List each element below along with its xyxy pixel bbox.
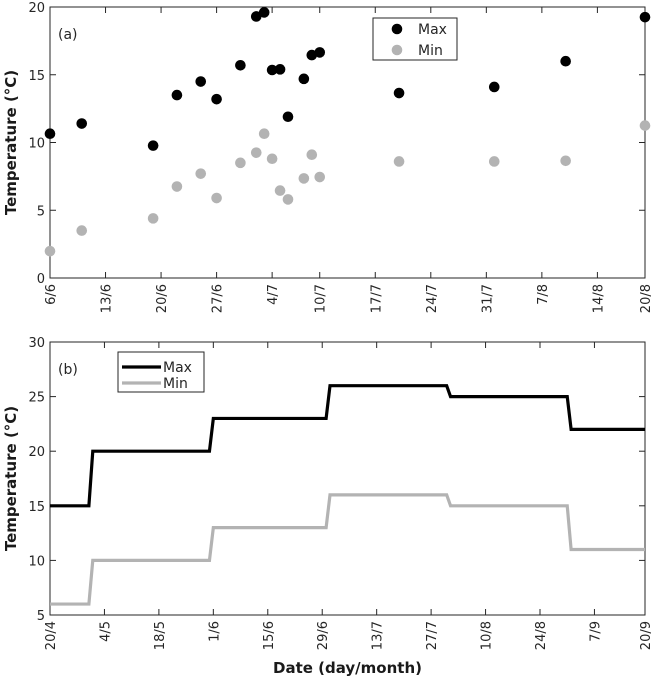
y-tick-label: 5 — [37, 609, 45, 624]
data-point-min — [274, 185, 286, 196]
data-point-min — [250, 147, 262, 158]
x-tick-label: 24/8 — [534, 621, 549, 650]
x-tick-label: 13/7 — [371, 621, 386, 650]
panel-label: (b) — [58, 362, 78, 378]
data-point-max — [171, 89, 183, 101]
x-tick-label: 20/6 — [155, 284, 170, 313]
data-point-min — [639, 120, 651, 131]
plot-area — [49, 6, 646, 279]
legend-label: Min — [418, 43, 443, 59]
data-point-max — [147, 140, 159, 151]
legend-box — [117, 351, 205, 393]
x-tick-label: 20/9 — [639, 621, 652, 650]
data-point-max — [211, 93, 222, 105]
data-point-max — [250, 11, 262, 22]
x-tick-label: 29/6 — [316, 621, 331, 650]
y-axis-label: Temperature (°C) — [2, 70, 20, 215]
data-point-min — [171, 181, 183, 192]
y-tick-label: 30 — [28, 336, 45, 351]
legend-box — [372, 17, 458, 61]
data-point-max — [76, 118, 88, 129]
data-point-max — [195, 76, 207, 87]
x-tick-label: 10/8 — [480, 621, 495, 650]
x-tick-label: 18/5 — [153, 621, 168, 650]
x-tick-label: 27/7 — [425, 621, 440, 650]
legend-marker-max — [391, 23, 403, 35]
x-tick-label: 31/7 — [480, 284, 495, 313]
x-tick-label: 15/6 — [262, 621, 277, 650]
data-point-min — [314, 171, 326, 183]
data-point-min — [560, 155, 571, 167]
x-tick-label: 7/8 — [536, 284, 551, 305]
x-tick-label: 20/8 — [639, 284, 652, 313]
y-tick-label: 15 — [28, 69, 45, 84]
x-tick-label: 27/6 — [211, 284, 226, 313]
data-point-min — [266, 153, 278, 165]
x-tick-label: 10/7 — [314, 284, 329, 313]
data-point-min — [195, 168, 207, 179]
legend-label: Max — [163, 360, 192, 376]
y-tick-label: 25 — [28, 391, 45, 406]
data-point-max — [266, 64, 278, 76]
data-point-max — [393, 87, 405, 99]
data-point-min — [258, 128, 270, 139]
y-tick-label: 0 — [37, 272, 45, 287]
data-point-max — [298, 73, 310, 85]
data-point-max — [235, 59, 246, 71]
data-point-min — [306, 149, 318, 160]
x-axis-label: Date (day/month) — [273, 659, 422, 677]
data-point-min — [282, 194, 294, 205]
series-line-min — [50, 493, 645, 606]
panel-b: 5 10 15 20 25 30 20/4 4/5 18/5 1/6 15/6 29/6 13/7 27/… — [2, 336, 652, 677]
y-tick-label: 10 — [28, 554, 45, 569]
x-tick-label: 1/6 — [207, 621, 222, 642]
data-point-max — [314, 47, 326, 58]
x-tick-label: 4/7 — [266, 284, 281, 305]
x-tick-label: 17/7 — [369, 284, 384, 313]
data-point-max — [258, 7, 270, 18]
x-tick-label: 24/7 — [425, 284, 440, 313]
data-point-min — [488, 156, 500, 167]
data-point-max — [44, 128, 56, 139]
panel-a: 0 5 10 15 20 6/6 13/6 20/6 27/6 4/7 10/7 17/7 24/7 31… — [2, 1, 652, 313]
panel-label: (a) — [58, 27, 78, 43]
x-tick-label: 4/5 — [98, 621, 113, 642]
y-tick-label: 5 — [37, 204, 45, 219]
data-point-min — [393, 156, 405, 167]
x-tick-label: 7/9 — [588, 621, 603, 642]
data-point-min — [76, 225, 88, 236]
y-tick-label: 20 — [28, 445, 45, 460]
data-point-min — [298, 173, 310, 184]
y-axis-label: Temperature (°C) — [2, 406, 20, 551]
legend-label: Min — [163, 376, 188, 392]
data-point-min — [147, 213, 159, 224]
data-point-max — [488, 81, 500, 93]
x-tick-label: 20/4 — [44, 621, 59, 650]
legend-marker-min — [391, 44, 403, 56]
x-tick-label: 13/6 — [100, 284, 115, 313]
data-point-max — [282, 111, 294, 123]
x-tick-label: 6/6 — [44, 284, 59, 305]
x-tick-label: 14/8 — [591, 284, 606, 313]
y-tick-label: 20 — [28, 1, 45, 16]
data-point-min — [211, 192, 222, 204]
data-point-min — [235, 157, 246, 169]
data-point-min — [44, 245, 56, 257]
data-point-max — [560, 55, 571, 67]
data-point-max — [274, 64, 286, 75]
legend-label: Max — [418, 22, 447, 38]
series-line-max — [50, 384, 645, 508]
y-tick-label: 15 — [28, 500, 45, 515]
data-point-max — [639, 11, 651, 23]
y-tick-label: 10 — [28, 137, 45, 152]
